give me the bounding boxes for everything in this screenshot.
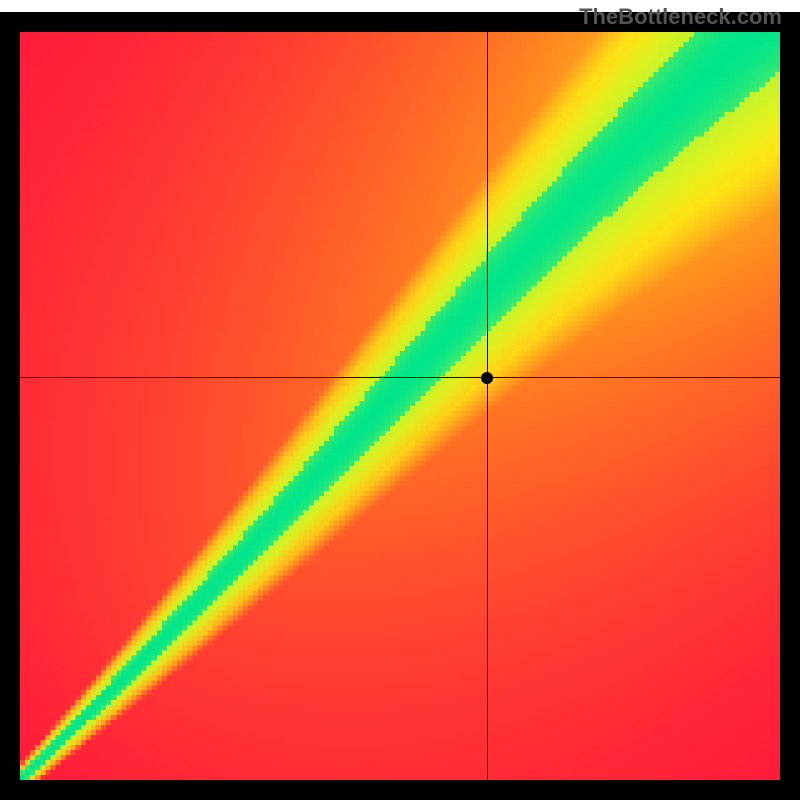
focus-point <box>481 372 493 384</box>
chart-container: TheBottleneck.com <box>0 0 800 800</box>
crosshair-horizontal <box>20 377 780 378</box>
watermark-text: TheBottleneck.com <box>579 4 782 30</box>
heatmap-canvas <box>20 32 780 780</box>
crosshair-vertical <box>487 32 488 780</box>
